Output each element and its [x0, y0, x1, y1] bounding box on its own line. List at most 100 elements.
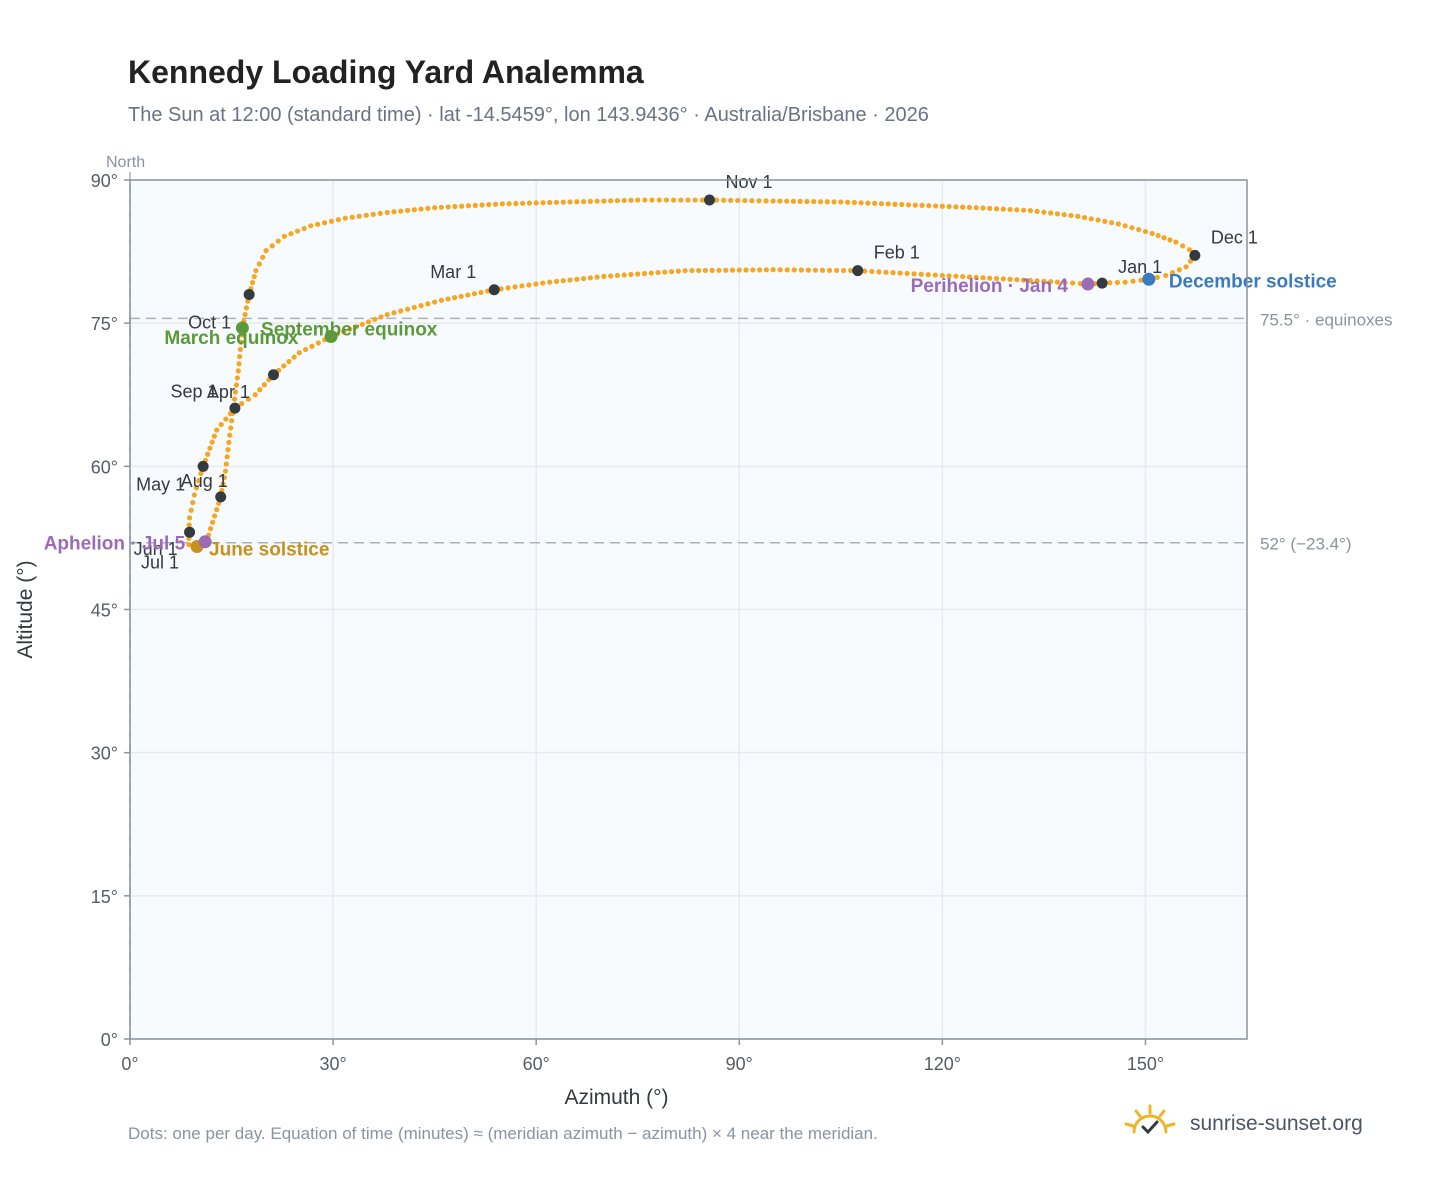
daily-dot [359, 321, 365, 327]
daily-dot [1054, 211, 1061, 217]
north-label: North [106, 154, 145, 171]
special-label: December solstice [1169, 271, 1337, 292]
daily-dot [966, 204, 973, 210]
daily-dot [363, 212, 369, 218]
daily-dot [209, 439, 215, 445]
daily-dot [1122, 223, 1128, 229]
daily-dot [784, 267, 790, 273]
daily-dot [459, 203, 465, 209]
x-tick-label: 30° [319, 1054, 346, 1074]
daily-dot [560, 278, 566, 284]
daily-dot [756, 267, 763, 273]
daily-dot [784, 198, 790, 204]
daily-dot [231, 396, 238, 402]
daily-dot [243, 305, 250, 311]
daily-dot [1122, 279, 1128, 285]
daily-dot [229, 418, 235, 424]
daily-dot [261, 382, 267, 388]
daily-dot [721, 197, 727, 203]
month-marker [243, 289, 255, 301]
daily-dot [980, 275, 986, 281]
daily-dot [224, 454, 230, 460]
daily-dot [223, 461, 229, 467]
daily-dot [190, 500, 196, 506]
daily-dot [709, 267, 715, 273]
x-tick-label: 150° [1127, 1054, 1164, 1074]
daily-dot [301, 225, 307, 232]
daily-dot [540, 200, 546, 206]
daily-dot [479, 202, 485, 208]
daily-dot [594, 198, 600, 204]
daily-dot [876, 269, 882, 275]
month-marker [215, 491, 227, 503]
daily-dot [239, 401, 245, 407]
daily-dot [438, 204, 445, 210]
daily-dot [492, 201, 499, 207]
month-label: Nov 1 [725, 172, 772, 192]
daily-dot [1048, 279, 1054, 285]
daily-dot [699, 197, 705, 203]
daily-dot [621, 272, 627, 278]
daily-dot [547, 199, 553, 206]
daily-dot [218, 421, 224, 428]
y-axis-label: Altitude (°) [14, 560, 37, 658]
daily-dot [574, 276, 580, 282]
daily-dot [946, 273, 952, 279]
daily-dot [335, 217, 341, 223]
daily-dot [404, 207, 411, 214]
daily-dot [378, 314, 384, 320]
daily-dot [848, 267, 854, 274]
brand-logo[interactable]: sunrise-sunset.org [1122, 1102, 1363, 1146]
chart-title: Kennedy Loading Yard Analemma [128, 54, 644, 90]
daily-dot [253, 268, 259, 274]
daily-dot [291, 354, 297, 360]
daily-dot [342, 215, 348, 221]
daily-dot [655, 269, 661, 276]
daily-dot [263, 248, 269, 254]
daily-dot [418, 303, 424, 309]
daily-dot [862, 268, 868, 274]
month-label: Feb 1 [874, 243, 920, 263]
daily-dot [233, 382, 240, 388]
daily-dot [905, 202, 912, 208]
y-tick-label: 75° [91, 314, 118, 334]
daily-dot [384, 311, 390, 318]
daily-dot [614, 198, 621, 204]
daily-dot [899, 201, 905, 208]
daily-dot [567, 277, 573, 283]
daily-dot [226, 439, 232, 446]
daily-dot [811, 198, 817, 205]
special-marker [1081, 277, 1095, 291]
y-tick-label: 60° [91, 457, 118, 477]
daily-dot [890, 270, 896, 276]
chart-subtitle: The Sun at 12:00 (standard time) · lat -… [128, 104, 929, 126]
plot-frame [129, 179, 1248, 1040]
daily-dot [608, 198, 614, 204]
daily-dot [519, 283, 525, 289]
daily-dot [1000, 276, 1006, 282]
daily-dot [770, 267, 776, 273]
daily-dot [365, 319, 372, 325]
daily-dot [1034, 278, 1040, 284]
daily-dot [505, 285, 511, 291]
y-tick-label: 30° [91, 744, 118, 764]
y-tick-label: 0° [101, 1030, 118, 1050]
daily-dot [513, 200, 519, 207]
daily-dot [384, 209, 390, 216]
daily-dot [465, 203, 472, 209]
special-label: March equinox [164, 328, 299, 349]
daily-dot [932, 203, 939, 209]
x-tick-label: 0° [121, 1054, 138, 1074]
daily-dot [671, 197, 677, 203]
daily-dot [256, 261, 262, 267]
daily-dot [432, 205, 438, 211]
daily-dot [353, 324, 359, 330]
daily-dot [702, 267, 709, 274]
special-marker [324, 330, 338, 344]
daily-dot [238, 339, 244, 345]
daily-dot [713, 197, 720, 203]
daily-dot [1129, 225, 1135, 231]
daily-dot [294, 228, 301, 234]
daily-dot [993, 275, 1000, 282]
